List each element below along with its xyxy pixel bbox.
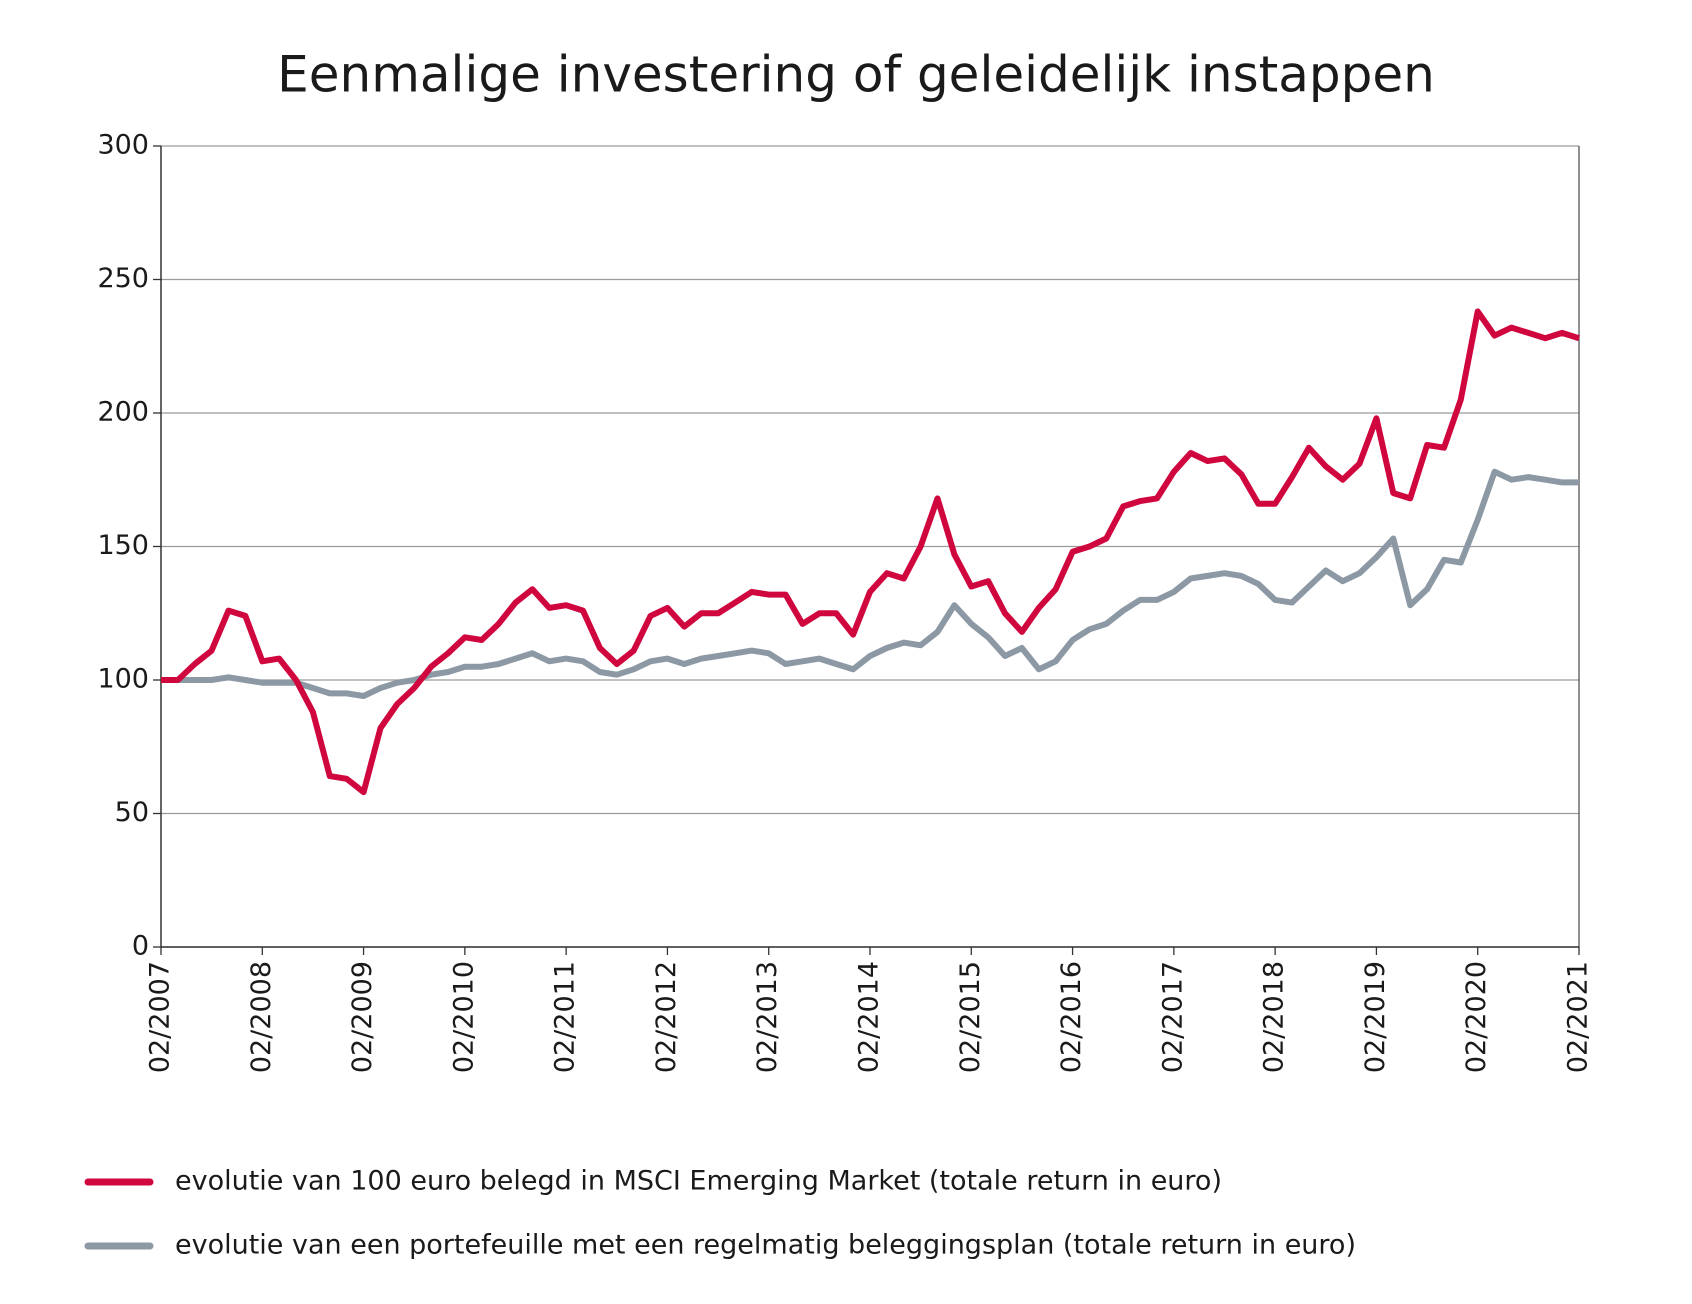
- y-tick-label: 100: [97, 664, 149, 695]
- x-tick-label: 02/2012: [651, 961, 682, 1073]
- x-tick-label: 02/2011: [550, 961, 581, 1073]
- chart-title: Eenmalige investering of geleidelijk ins…: [277, 46, 1435, 104]
- y-tick-label: 0: [132, 931, 149, 962]
- x-tick-label: 02/2016: [1056, 961, 1087, 1073]
- legend-label: evolutie van een portefeuille met een re…: [175, 1230, 1356, 1261]
- x-tick-label: 02/2009: [347, 961, 378, 1073]
- x-tick-label: 02/2014: [854, 961, 885, 1073]
- x-tick-label: 02/2015: [955, 961, 986, 1073]
- legend-label: evolutie van 100 euro belegd in MSCI Eme…: [175, 1166, 1222, 1197]
- series-line: [161, 308, 1580, 796]
- x-tick-label: 02/2007: [145, 961, 176, 1073]
- x-tick-label: 02/2019: [1360, 961, 1391, 1073]
- x-tick-label: 02/2018: [1259, 961, 1290, 1073]
- x-tick-label: 02/2021: [1563, 961, 1594, 1073]
- x-tick-label: 02/2010: [448, 961, 479, 1073]
- y-tick-label: 150: [97, 530, 149, 561]
- x-tick-label: 02/2008: [246, 961, 277, 1073]
- x-tick-label: 02/2020: [1461, 961, 1492, 1073]
- y-tick-label: 50: [115, 797, 149, 828]
- x-tick-label: 02/2013: [752, 961, 783, 1073]
- series-line: [161, 468, 1579, 699]
- y-tick-label: 200: [97, 397, 149, 428]
- x-tick-label: 02/2017: [1157, 961, 1188, 1073]
- y-tick-label: 300: [97, 130, 149, 161]
- y-tick-label: 250: [97, 263, 149, 294]
